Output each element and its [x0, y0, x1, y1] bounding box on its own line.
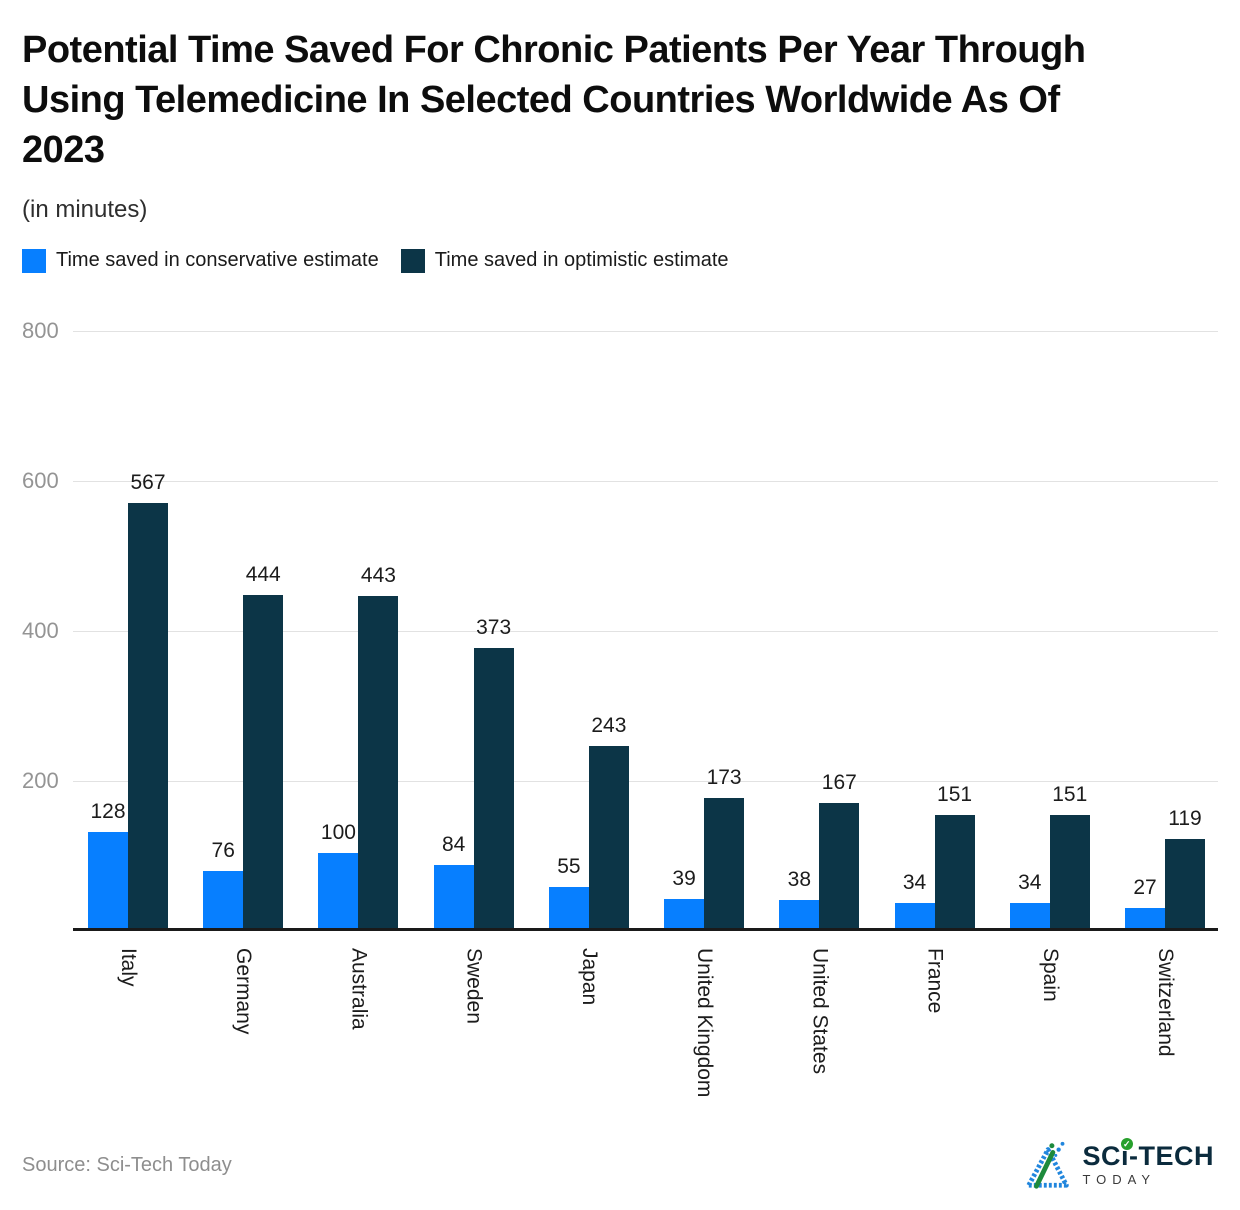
- bar-optimistic: [1165, 838, 1205, 928]
- bar-conservative: [1009, 902, 1050, 928]
- bar-optimistic: [128, 502, 168, 928]
- legend-swatch-conservative: [22, 248, 46, 273]
- value-label: 167: [821, 770, 857, 794]
- bar-optimistic: [819, 802, 860, 928]
- logo-brand-line: SCı ✓ -TECH: [1082, 1138, 1214, 1171]
- bar-optimistic: [473, 648, 514, 928]
- value-label: 119: [1168, 806, 1202, 830]
- y-axis-tick-label: 800: [22, 318, 59, 343]
- y-axis-tick-label: 600: [22, 468, 59, 493]
- bar-conservative: [894, 902, 935, 928]
- x-axis-tick-label: Japan: [577, 948, 601, 1006]
- gridline: [73, 631, 1218, 632]
- legend-item-optimistic: Time saved in optimistic estimate: [400, 248, 729, 273]
- value-label: 128: [90, 800, 126, 823]
- legend-item-conservative: Time saved in conservative estimate: [22, 248, 379, 273]
- logo-check-icon: ✓: [1120, 1138, 1133, 1150]
- y-axis-tick-label: 200: [22, 768, 59, 793]
- bar-conservative: [318, 853, 359, 928]
- footer: Source: Sci-Tech Today SCı ✓ -TECH TODAY: [22, 1138, 1218, 1190]
- page-title: Potential Time Saved For Chronic Patient…: [22, 25, 1218, 175]
- value-label: 151: [1052, 782, 1088, 806]
- x-axis-labels: Italy Germany Australia Sweden Japan United K…: [73, 948, 1218, 1130]
- logo-brand-prefix: SC: [1082, 1141, 1121, 1171]
- bar-conservative: [779, 899, 820, 928]
- title-line-3: 2023: [22, 129, 105, 171]
- value-label: 373: [476, 616, 512, 640]
- bar-optimistic: [934, 814, 975, 928]
- x-axis-tick-label: United States: [808, 948, 832, 1075]
- value-label: 34: [902, 870, 927, 894]
- x-axis-tick-label: Sweden: [462, 948, 486, 1024]
- value-label: 444: [245, 563, 281, 586]
- bar-optimistic: [358, 595, 399, 928]
- value-label: 243: [591, 713, 627, 737]
- value-label: 443: [360, 563, 396, 587]
- x-axis-tick-label: Switzerland: [1154, 948, 1177, 1057]
- chart: 128 567 76 444 100 443 84 373 55 243 39 173 38 167 34 1…: [22, 318, 1218, 934]
- bar-conservative: [548, 886, 589, 928]
- value-label: 76: [211, 839, 235, 862]
- logo-i-glyph: ı ✓: [1120, 1138, 1133, 1171]
- legend-label-optimistic: Time saved in optimistic estimate: [434, 249, 729, 271]
- bar-optimistic: [588, 745, 629, 928]
- bar-optimistic: [243, 595, 284, 928]
- x-axis-tick-label: Italy: [117, 948, 140, 987]
- y-axis-tick-label: 400: [22, 618, 59, 643]
- bar-conservative: [1125, 907, 1165, 928]
- value-label: 151: [937, 782, 973, 806]
- legend-swatch-optimistic: [400, 248, 425, 273]
- value-label: 34: [1018, 870, 1042, 894]
- chart-legend: Time saved in conservative estimate Time…: [22, 247, 1218, 274]
- value-label: 27: [1133, 875, 1157, 899]
- brand-logo: SCı ✓ -TECH TODAY: [1022, 1138, 1214, 1190]
- source-note: Source: Sci-Tech Today: [22, 1153, 232, 1176]
- title-line-1: Potential Time Saved For Chronic Patient…: [22, 29, 1086, 71]
- x-axis-tick-label: Spain: [1038, 948, 1062, 1002]
- value-label: 55: [557, 854, 581, 878]
- bar-optimistic: [1049, 814, 1090, 928]
- title-line-2: Using Telemedicine In Selected Countries…: [22, 79, 1060, 121]
- x-axis-tick-label: United Kingdom: [693, 948, 717, 1098]
- gridline: [73, 781, 1218, 782]
- value-label: 100: [320, 821, 356, 844]
- gridline: [73, 481, 1218, 482]
- x-axis-tick-label: France: [923, 948, 947, 1014]
- page-subtitle: (in minutes): [22, 196, 148, 223]
- x-axis-tick-label: Germany: [232, 948, 256, 1035]
- plot-area: 128 567 76 444 100 443 84 373 55 243 39 173 38 167 34 1…: [73, 331, 1218, 931]
- bar-conservative: [88, 832, 128, 928]
- logo-icon: [1026, 1141, 1070, 1189]
- value-label: 84: [441, 833, 466, 856]
- value-label: 567: [130, 470, 166, 494]
- legend-label-conservative: Time saved in conservative estimate: [56, 249, 379, 271]
- value-label: 173: [706, 766, 742, 790]
- bar-conservative: [203, 871, 244, 928]
- gridline: [73, 331, 1218, 332]
- logo-today-line: TODAY: [1082, 1172, 1157, 1187]
- logo-brand-suffix: -TECH: [1129, 1141, 1214, 1171]
- bar-conservative: [664, 898, 705, 928]
- logo-text: SCı ✓ -TECH TODAY: [1082, 1138, 1214, 1188]
- bar-optimistic: [704, 798, 745, 928]
- value-label: 38: [787, 867, 811, 891]
- x-axis-tick-label: Australia: [347, 948, 371, 1030]
- bar-conservative: [433, 865, 474, 928]
- value-label: 39: [672, 866, 696, 890]
